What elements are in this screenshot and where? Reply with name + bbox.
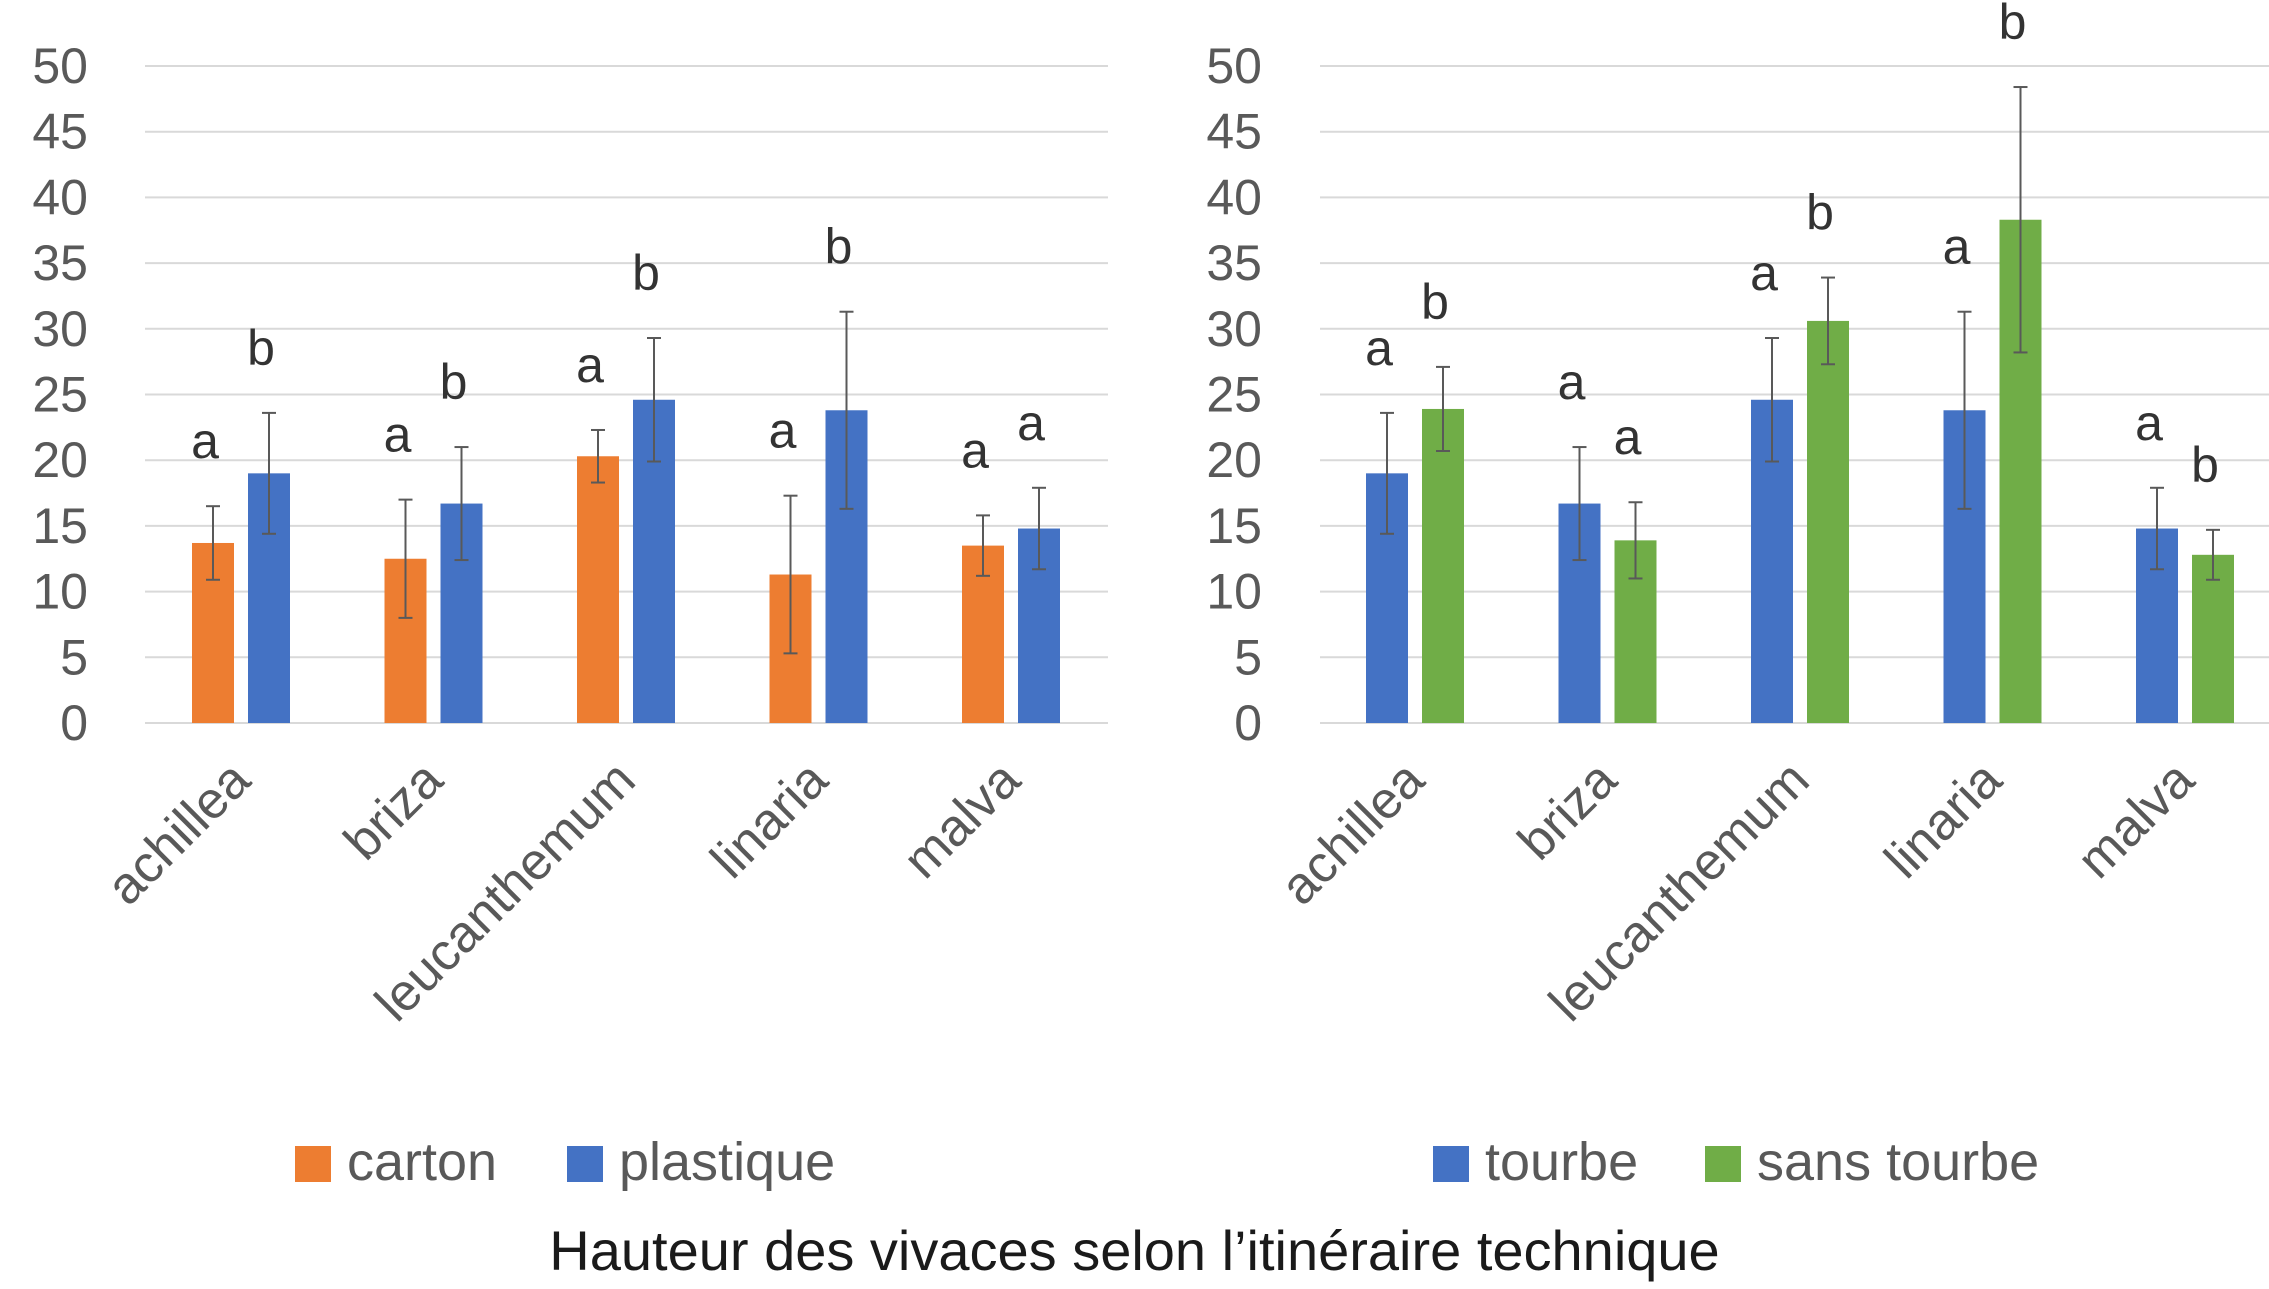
- legend-label-tourbe: tourbe: [1485, 1132, 1638, 1192]
- x-tick-label: achillea: [1270, 750, 1436, 916]
- y-tick-label: 50: [1206, 38, 1262, 94]
- x-tick-label: linaria: [700, 750, 839, 889]
- significance-letter: b: [632, 245, 660, 301]
- bar-sans-tourbe-leucanthemum: [1807, 320, 1849, 723]
- significance-letter: a: [384, 407, 412, 463]
- y-tick-label: 20: [32, 432, 88, 488]
- y-tick-label: 0: [1234, 695, 1262, 751]
- significance-letter: a: [961, 422, 989, 478]
- x-tick-label: briza: [333, 750, 454, 871]
- significance-letter: a: [1750, 245, 1778, 301]
- legend-swatch-carton: [295, 1146, 331, 1182]
- x-tick-label: malva: [892, 750, 1031, 889]
- significance-letter: b: [2191, 437, 2219, 493]
- y-tick-label: 30: [1206, 301, 1262, 357]
- figure-caption: Hauteur des vivaces selon l’itinéraire t…: [549, 1219, 1720, 1282]
- x-tick-label: achillea: [96, 750, 262, 916]
- legend-swatch-sans-tourbe: [1705, 1146, 1741, 1182]
- legend-swatch-tourbe: [1433, 1146, 1469, 1182]
- y-tick-label: 0: [60, 695, 88, 751]
- significance-letter: a: [2135, 395, 2163, 451]
- y-tick-label: 10: [32, 564, 88, 620]
- significance-letter: a: [769, 403, 797, 459]
- y-tick-label: 20: [1206, 432, 1262, 488]
- bar-carton-leucanthemum: [577, 456, 619, 723]
- significance-letter: b: [247, 320, 275, 376]
- significance-letter: a: [1558, 354, 1586, 410]
- y-tick-label: 40: [32, 169, 88, 225]
- chart-1: 05101520253035404550abachilleaabbrizaabl…: [32, 38, 1108, 1192]
- x-tick-label: briza: [1507, 750, 1628, 871]
- y-tick-label: 45: [32, 104, 88, 160]
- legend-label-plastique: plastique: [619, 1132, 835, 1192]
- bar-sans-tourbe-malva: [2192, 554, 2234, 723]
- y-tick-label: 15: [32, 498, 88, 554]
- legend-label-carton: carton: [347, 1132, 497, 1192]
- y-tick-label: 5: [60, 629, 88, 685]
- significance-letter: b: [825, 219, 853, 275]
- bar-sans-tourbe-achillea: [1422, 408, 1464, 723]
- significance-letter: b: [1806, 185, 1834, 241]
- y-tick-label: 35: [1206, 235, 1262, 291]
- legend-label-sans-tourbe: sans tourbe: [1757, 1132, 2039, 1192]
- significance-letter: a: [191, 413, 219, 469]
- significance-letter: b: [1421, 274, 1449, 330]
- significance-letter: b: [440, 354, 468, 410]
- x-tick-label: malva: [2066, 750, 2205, 889]
- y-tick-label: 10: [1206, 564, 1262, 620]
- significance-letter: a: [576, 337, 604, 393]
- significance-letter: a: [1017, 395, 1045, 451]
- y-tick-label: 30: [32, 301, 88, 357]
- y-tick-label: 40: [1206, 169, 1262, 225]
- significance-letter: b: [1999, 0, 2027, 50]
- significance-letter: a: [1943, 219, 1971, 275]
- y-tick-label: 5: [1234, 629, 1262, 685]
- y-tick-label: 25: [1206, 367, 1262, 423]
- y-tick-label: 50: [32, 38, 88, 94]
- legend-swatch-plastique: [567, 1146, 603, 1182]
- chart-2: 05101520253035404550abachilleaaabrizaabl…: [1206, 0, 2269, 1192]
- significance-letter: a: [1614, 409, 1642, 465]
- y-tick-label: 25: [32, 367, 88, 423]
- y-tick-label: 35: [32, 235, 88, 291]
- significance-letter: a: [1365, 320, 1393, 376]
- y-tick-label: 45: [1206, 104, 1262, 160]
- x-tick-label: linaria: [1874, 750, 2013, 889]
- y-tick-label: 15: [1206, 498, 1262, 554]
